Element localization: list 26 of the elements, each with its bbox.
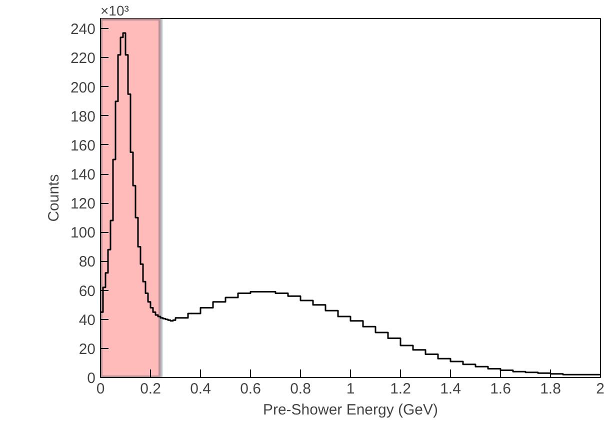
- y-tick-label: 200: [70, 79, 96, 96]
- y-axis-title: Counts: [45, 174, 62, 222]
- y-tick-label: 220: [70, 50, 96, 68]
- y-tick-label: 40: [78, 312, 96, 329]
- x-tick-label: 0.6: [240, 380, 261, 398]
- y-tick-label: 180: [70, 108, 96, 126]
- x-tick-label: 2: [596, 380, 604, 398]
- y-tick-label: 240: [70, 21, 96, 38]
- y-tick-label: 0: [87, 370, 96, 387]
- x-tick-label: 1.2: [390, 380, 411, 398]
- x-tick-label: 1.6: [490, 380, 511, 398]
- y-tick-label: 80: [78, 254, 96, 271]
- x-axis-title: Pre-Shower Energy (GeV): [262, 402, 438, 418]
- y-tick-label: 140: [70, 166, 96, 184]
- x-tick-label: 0.4: [190, 380, 211, 398]
- x-tick-label: 0.2: [140, 380, 161, 398]
- x-tick-label: 1.4: [440, 380, 461, 398]
- y-tick-label: 160: [70, 137, 96, 154]
- y-tick-label: 20: [78, 340, 96, 358]
- annotation: ×10³: [100, 2, 130, 18]
- x-tick-label: 1.8: [540, 380, 561, 398]
- y-tick-label: 120: [70, 196, 96, 213]
- x-tick-label: 1: [346, 380, 355, 398]
- x-tick-label: 0.8: [290, 380, 311, 398]
- y-tick-label: 100: [70, 224, 96, 242]
- y-tick-label: 60: [78, 282, 96, 300]
